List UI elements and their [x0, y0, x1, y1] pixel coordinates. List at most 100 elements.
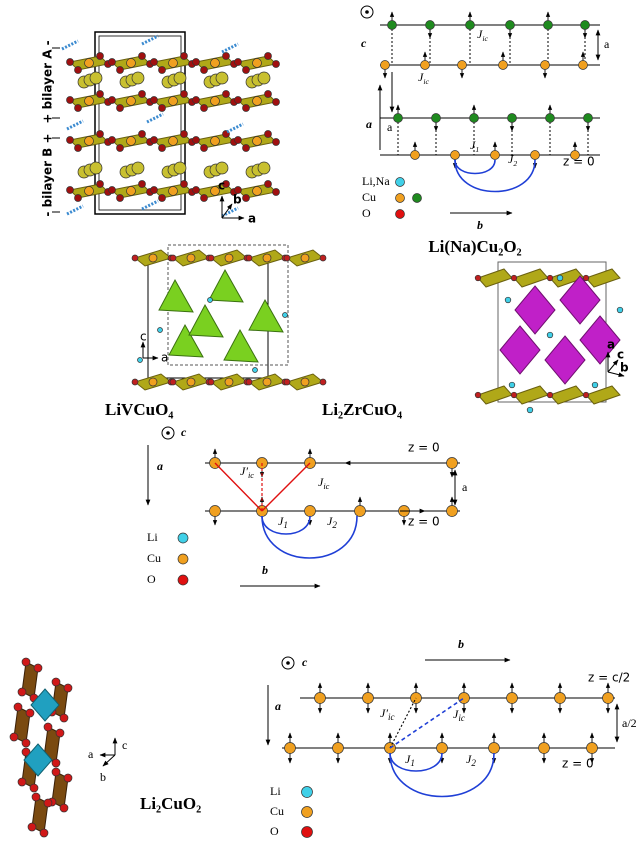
copper [253, 97, 262, 106]
line [222, 44, 238, 52]
legend-label: Cu [270, 804, 284, 818]
copper [458, 61, 467, 70]
oxygen [265, 91, 272, 98]
vo4-tetrahedron [249, 300, 283, 332]
copper [253, 187, 262, 196]
copper [169, 137, 178, 146]
oxygen [52, 759, 60, 767]
oxygen [273, 61, 280, 68]
z-label: z = 0 [562, 757, 594, 771]
oxygen [265, 181, 272, 188]
legend-label: Li [147, 530, 158, 544]
legend-label: Cu [147, 551, 161, 565]
coupling-label: Jic [453, 707, 465, 723]
oxygen [64, 684, 72, 692]
li-atom [208, 298, 213, 303]
copper [333, 743, 344, 754]
oxygen [75, 145, 82, 152]
vo4-tetrahedron [189, 305, 223, 337]
oxygen [75, 67, 82, 74]
oxygen [109, 137, 116, 144]
li-atom [253, 368, 258, 373]
copper [363, 693, 374, 704]
coupling-label: Jic [418, 70, 429, 86]
axis-label: c [218, 179, 225, 193]
oxygen [201, 195, 208, 202]
li-atom [138, 358, 143, 363]
oxygen [97, 131, 104, 138]
oxygen [132, 255, 138, 261]
figure: + bilayer A -- bilayer B +cbacaaaJicJicJ… [0, 0, 644, 846]
coupling-label: J1 [278, 514, 288, 530]
oxygen [14, 703, 22, 711]
oxygen [475, 392, 481, 398]
axis-label: c [140, 330, 147, 344]
oxygen [246, 379, 252, 385]
coupling-label: J′ic [240, 464, 254, 480]
li-atom [617, 307, 623, 313]
legend-swatch [178, 575, 188, 585]
oxygen [159, 105, 166, 112]
oxygen [181, 53, 188, 60]
copper [127, 59, 136, 68]
copper [447, 506, 458, 517]
oxygen [475, 275, 481, 281]
legend-swatch [302, 787, 313, 798]
li-atom [527, 407, 533, 413]
oxygen [44, 723, 52, 731]
oxygen [67, 187, 74, 194]
oxygen [10, 733, 18, 741]
copper [187, 378, 195, 386]
spacing-label: a/2 [622, 716, 637, 730]
line [215, 463, 262, 511]
oxygen [208, 255, 214, 261]
oxygen [201, 145, 208, 152]
copper [127, 187, 136, 196]
oxygen [243, 145, 250, 152]
oxygen [28, 823, 36, 831]
oxygen [193, 97, 200, 104]
oxygen [159, 195, 166, 202]
oxygen [67, 137, 74, 144]
copper [225, 254, 233, 262]
copper [499, 61, 508, 70]
oxygen [235, 137, 242, 144]
oxygen [75, 195, 82, 202]
oxygen [511, 275, 517, 281]
oxygen [583, 275, 589, 281]
li-atom [547, 332, 553, 338]
oxygen [67, 97, 74, 104]
copper [451, 151, 460, 160]
copper [169, 59, 178, 68]
spacing-label: a [387, 120, 393, 134]
coupling-subscript: 2 [332, 520, 337, 530]
copper [301, 378, 309, 386]
oxygen [181, 91, 188, 98]
oxygen [284, 379, 290, 385]
legend-swatch [178, 533, 188, 543]
axis-label: c [302, 655, 308, 669]
oxygen [60, 804, 68, 812]
oxygen [159, 67, 166, 74]
oxygen [511, 392, 517, 398]
li-sphere [216, 72, 228, 84]
oxygen [243, 67, 250, 74]
coupling-label: Jic [477, 27, 488, 43]
bilayer-label: - bilayer B + [41, 133, 55, 216]
oxygen [151, 59, 158, 66]
axis-label: b [458, 637, 464, 651]
coupling-subscript: ic [388, 712, 395, 722]
out-of-plane-dot [166, 431, 170, 435]
j1-bond [455, 160, 495, 174]
copper [127, 137, 136, 146]
copper [211, 59, 220, 68]
axis-label: b [477, 218, 483, 232]
copper [211, 137, 220, 146]
oxygen [109, 97, 116, 104]
copper [531, 151, 540, 160]
line [147, 114, 163, 122]
li-sphere [132, 162, 144, 174]
axis-label: b [233, 193, 242, 207]
legend-label: O [270, 824, 279, 838]
oxygen [26, 709, 34, 717]
